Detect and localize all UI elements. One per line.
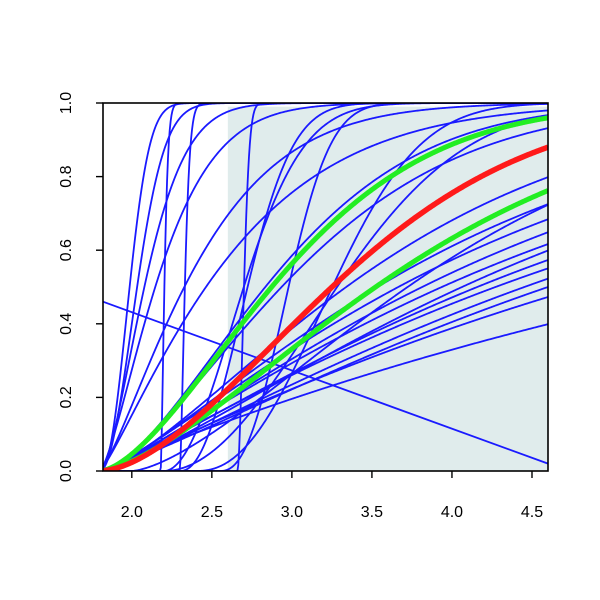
axes: 2.0 2.5 3.0 3.5 4.0 4.5 0.0 0.2 0.4 0.6 0.8 1.0 [58,92,549,521]
y-tick-label: 0.2 [58,386,75,408]
series-group [103,103,548,471]
sample-curve-22 [103,323,548,471]
y-tick-label: 0.0 [58,460,75,482]
y-tick-label: 1.0 [58,92,75,114]
x-tick-label: 4.5 [521,504,543,521]
band-curve-1 [103,115,548,471]
mean-curve [103,144,548,471]
x-tick-label: 4.0 [441,504,463,521]
x-tick-label: 2.5 [201,504,223,521]
shaded-region [227,106,548,472]
sample-curve-4 [103,103,548,470]
sample-curve-27 [103,103,548,471]
sample-curve-28 [103,103,548,471]
sample-curve-13 [103,218,548,471]
sample-curve-30 [103,114,548,471]
x-tick-label: 3.0 [281,504,303,521]
sample-curve-21 [103,296,548,471]
sample-curve-29 [103,103,548,471]
x-tick-label: 2.0 [121,504,143,521]
y-tick-label: 0.6 [58,239,75,261]
y-tick-label: 0.4 [58,313,75,335]
plot-frame [102,102,549,472]
x-tick-label: 3.5 [361,504,383,521]
sample-curve-31 [103,204,548,471]
y-tick-label: 0.8 [58,165,75,187]
sample-curve-12 [103,203,548,471]
sample-curve-7 [103,103,548,468]
straight-line [103,300,548,465]
sample-curve-8 [103,109,548,468]
